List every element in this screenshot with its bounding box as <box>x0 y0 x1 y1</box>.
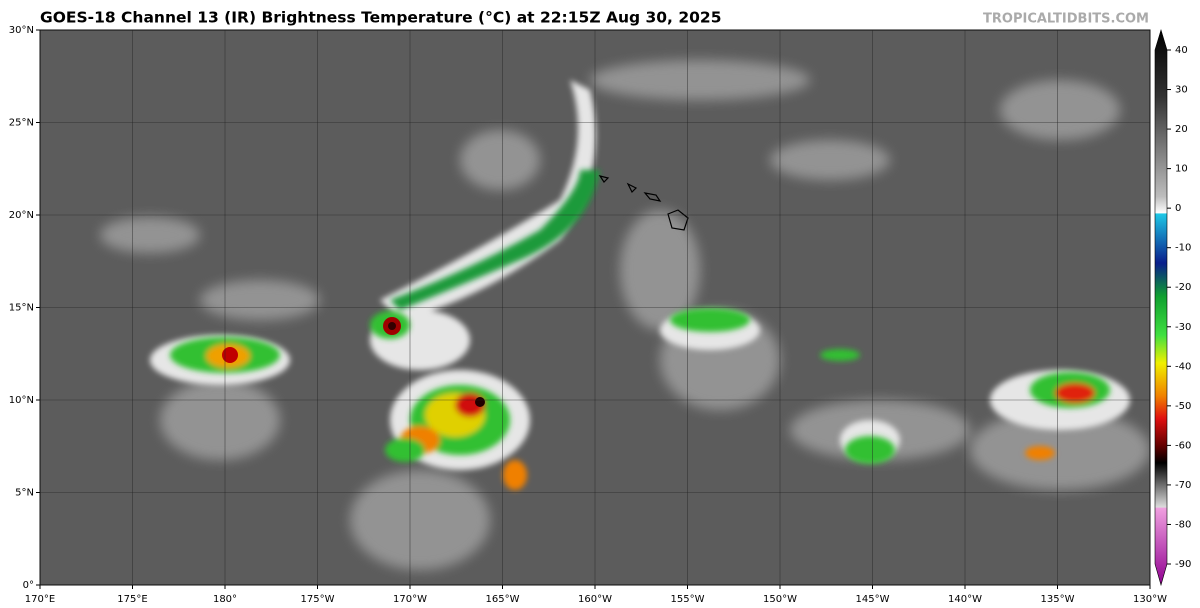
x-tick-label: 165°W <box>486 594 520 605</box>
colorbar-tick-label: 20 <box>1175 124 1188 135</box>
colorbar-tick-label: -20 <box>1175 282 1191 293</box>
y-tick-label: 30°N <box>9 25 34 36</box>
colorbar-tick-label: -90 <box>1175 559 1191 570</box>
y-tick-label: 20°N <box>9 210 34 221</box>
map-title: GOES-18 Channel 13 (IR) Brightness Tempe… <box>40 9 721 27</box>
colorbar-tick-label: -10 <box>1175 243 1191 254</box>
x-tick-label: 170°W <box>393 594 427 605</box>
x-tick-label: 150°W <box>763 594 797 605</box>
colorbar-tick-label: -50 <box>1175 401 1191 412</box>
y-tick-label: 25°N <box>9 118 34 129</box>
colorbar-tick-label: -70 <box>1175 480 1191 491</box>
x-tick-label: 155°W <box>671 594 705 605</box>
x-tick-label: 175°E <box>117 594 147 605</box>
x-tick-label: 175°W <box>301 594 335 605</box>
x-tick-label: 145°W <box>856 594 890 605</box>
colorbar-tick-label: 30 <box>1175 85 1188 96</box>
x-tick-label: 160°W <box>578 594 612 605</box>
y-tick-label: 0° <box>23 580 34 591</box>
x-tick-label: 130°W <box>1133 594 1167 605</box>
colorbar-tick-label: -40 <box>1175 361 1191 372</box>
x-tick-label: 180° <box>213 594 237 605</box>
colorbar <box>1154 28 1168 587</box>
x-tick-label: 135°W <box>1041 594 1075 605</box>
colorbar-tick-label: -30 <box>1175 322 1191 333</box>
colorbar-tick-label: -60 <box>1175 440 1191 451</box>
colorbar-tick-label: 40 <box>1175 45 1188 56</box>
colorbar-tick-label: -80 <box>1175 519 1191 530</box>
x-tick-label: 170°E <box>25 594 55 605</box>
y-tick-label: 10°N <box>9 395 34 406</box>
watermark: TROPICALTIDBITS.COM <box>983 12 1149 27</box>
colorbar-tick-label: 10 <box>1175 164 1188 175</box>
y-tick-label: 15°N <box>9 303 34 314</box>
y-tick-label: 5°N <box>15 488 34 499</box>
colorbar-tick-label: 0 <box>1175 203 1181 214</box>
x-tick-label: 140°W <box>948 594 982 605</box>
